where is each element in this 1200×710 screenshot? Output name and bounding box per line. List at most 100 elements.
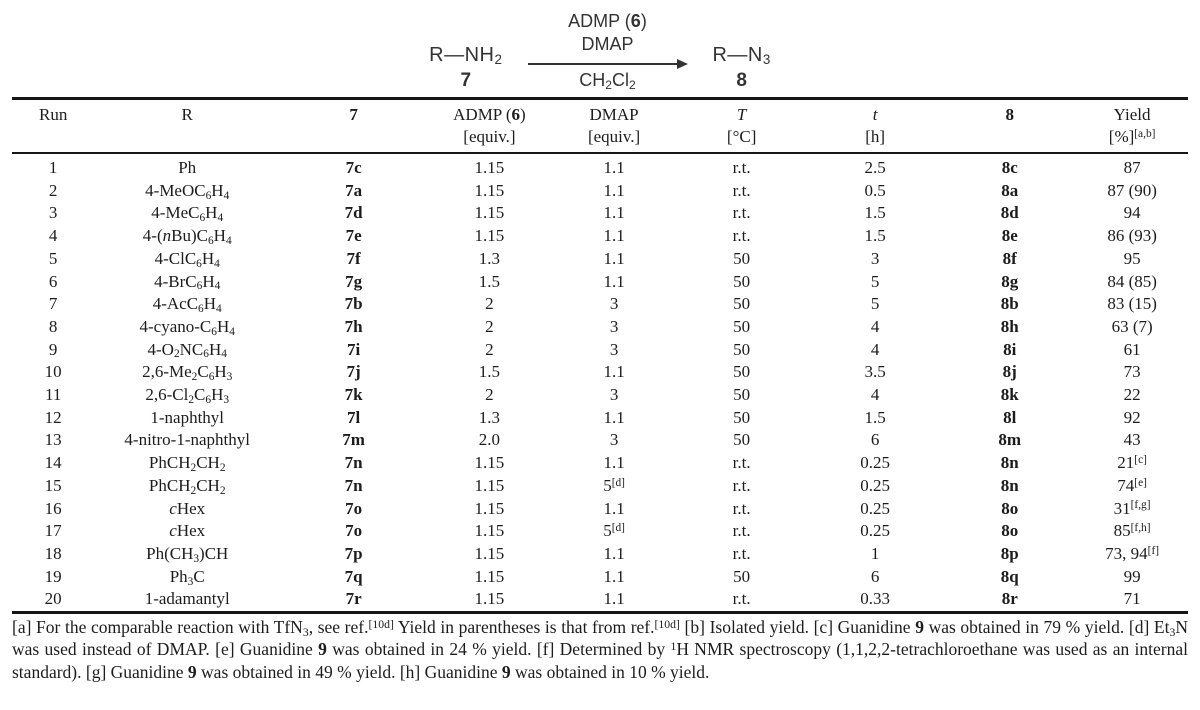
column-header-run: Run <box>12 99 94 154</box>
cell-run: 6 <box>48 271 58 291</box>
cell-r: PhCH2CH2 <box>148 475 226 497</box>
cell-compound-8: 8r <box>1001 589 1018 609</box>
cell-compound-8: 8f <box>1002 248 1017 268</box>
cell-time: 1 <box>870 543 880 563</box>
cell-compound-8: 8h <box>1000 316 1019 336</box>
cell-temperature: r.t. <box>732 521 751 541</box>
cell-yield: 84 (85) <box>1107 271 1157 291</box>
cell-r: 4-AcC6H4 <box>152 294 222 316</box>
cell-yield: 63 (7) <box>1111 316 1153 336</box>
cell-run: 17 <box>44 521 62 541</box>
column-header-compound-8: 8 <box>943 99 1076 154</box>
cell-temperature: 50 <box>733 271 751 291</box>
cell-admp-equiv: 1.15 <box>474 226 505 246</box>
cell-admp-equiv: 1.15 <box>474 589 505 609</box>
cell-r: 4-ClC6H4 <box>154 248 220 270</box>
column-header-time: t [h] <box>807 99 943 154</box>
cell-compound-7: 7d <box>344 203 363 223</box>
cell-run: 3 <box>48 203 58 223</box>
cell-dmap-equiv: 3 <box>609 294 619 314</box>
cell-r: 4-(nBu)C6H4 <box>142 226 232 247</box>
scheme-solvent: CH2Cl2 <box>579 70 636 92</box>
table-header: Run R 7 ADMP (6) [equiv.] DMAP [equiv.] T [… <box>12 98 1188 154</box>
header-line-2: [°C] <box>726 127 757 146</box>
cell-run: 9 <box>48 339 58 359</box>
cell-time: 4 <box>870 339 880 359</box>
table-row: 14 PhCH2CH2 7n 1.15 1.1 r.t. 0.25 8n 21[c] <box>12 452 1188 475</box>
cell-compound-8: 8j <box>1002 362 1017 382</box>
cell-yield: 22 <box>1123 385 1141 405</box>
cell-admp-equiv: 1.15 <box>474 521 505 541</box>
cell-yield: 61 <box>1123 339 1141 359</box>
cell-time: 0.25 <box>860 521 890 541</box>
cell-compound-8: 8l <box>1003 407 1017 427</box>
scheme-conditions: ADMP (6) DMAP CH2Cl2 <box>528 4 689 92</box>
reaction-scheme: R—NH2 7 ADMP (6) DMAP CH2Cl2 R—N3 8 <box>0 4 1200 92</box>
cell-admp-equiv: 1.5 <box>478 362 501 382</box>
table-row: 11 2,6-Cl2C6H3 7k 2 3 50 4 8k 22 <box>12 384 1188 407</box>
cell-dmap-equiv: 5[d] <box>603 521 625 541</box>
cell-run: 16 <box>44 498 62 518</box>
results-table: Run R 7 ADMP (6) [equiv.] DMAP [equiv.] T [… <box>12 97 1188 614</box>
cell-dmap-equiv: 1.1 <box>603 543 625 563</box>
cell-compound-7: 7m <box>342 430 365 450</box>
cell-compound-7: 7k <box>344 385 363 405</box>
cell-time: 6 <box>870 566 880 586</box>
cell-compound-8: 8o <box>1001 498 1019 518</box>
column-header-temperature: T [°C] <box>676 99 807 154</box>
cell-run: 20 <box>44 589 62 609</box>
cell-dmap-equiv: 1.1 <box>603 180 625 200</box>
cell-run: 13 <box>44 430 62 450</box>
cell-yield: 73 <box>1123 362 1141 382</box>
cell-temperature: 50 <box>733 566 751 586</box>
cell-compound-8: 8k <box>1000 385 1019 405</box>
cell-compound-7: 7c <box>345 158 362 177</box>
cell-r: cHex <box>169 521 206 541</box>
column-header-admp-equiv: ADMP (6) [equiv.] <box>427 99 552 154</box>
cell-temperature: r.t. <box>732 589 751 609</box>
cell-temperature: r.t. <box>732 203 751 223</box>
cell-temperature: r.t. <box>732 180 751 200</box>
cell-admp-equiv: 1.3 <box>478 248 501 268</box>
cell-dmap-equiv: 1.1 <box>603 362 625 382</box>
cell-yield: 31[f,g] <box>1113 498 1151 518</box>
reaction-arrow-icon <box>528 58 689 69</box>
footnotes-text: [a] For the comparable reaction with TfN… <box>12 617 1189 682</box>
cell-dmap-equiv: 1.1 <box>603 158 625 177</box>
cell-run: 4 <box>48 226 58 246</box>
cell-yield: 83 (15) <box>1107 294 1157 314</box>
cell-yield: 86 (93) <box>1107 226 1157 246</box>
scheme-product-number: 8 <box>736 70 747 91</box>
cell-r: Ph3C <box>169 566 205 588</box>
cell-run: 18 <box>44 543 62 563</box>
cell-run: 12 <box>44 407 62 427</box>
column-header-dmap-equiv: DMAP [equiv.] <box>552 99 677 154</box>
header-line-2: [equiv.] <box>463 127 516 146</box>
cell-time: 0.5 <box>864 180 886 200</box>
cell-compound-7: 7a <box>345 180 363 200</box>
cell-run: 7 <box>48 294 58 314</box>
header-line-1: ADMP (6) <box>453 105 526 124</box>
cell-r: Ph <box>178 158 197 177</box>
table-row: 12 1-naphthyl 7l 1.3 1.1 50 1.5 8l 92 <box>12 407 1188 430</box>
cell-compound-7: 7i <box>346 339 361 359</box>
cell-time: 0.25 <box>860 453 890 473</box>
cell-time: 1.5 <box>864 203 886 223</box>
cell-compound-8: 8e <box>1001 226 1018 246</box>
cell-compound-7: 7g <box>345 271 363 291</box>
table-row: 2 4-MeOC6H4 7a 1.15 1.1 r.t. 0.5 8a 87 (90) <box>12 180 1188 203</box>
cell-r: cHex <box>169 498 206 518</box>
header-line-1: 8 <box>1005 105 1015 124</box>
cell-time: 2.5 <box>864 158 886 177</box>
cell-temperature: 50 <box>733 407 751 427</box>
cell-run: 15 <box>44 475 62 495</box>
cell-yield: 87 (90) <box>1107 180 1157 200</box>
cell-r: 4-nitro-1-naphthyl <box>124 430 250 450</box>
table-row: 1 Ph 7c 1.15 1.1 r.t. 2.5 8c 87 <box>12 153 1188 180</box>
cell-compound-7: 7e <box>345 226 362 246</box>
scheme-reagent-line-2: DMAP <box>581 34 634 54</box>
table-row: 5 4-ClC6H4 7f 1.3 1.1 50 3 8f 95 <box>12 248 1188 271</box>
cell-temperature: r.t. <box>732 543 751 563</box>
cell-dmap-equiv: 1.1 <box>603 498 625 518</box>
header-line-2: [equiv.] <box>587 127 641 146</box>
